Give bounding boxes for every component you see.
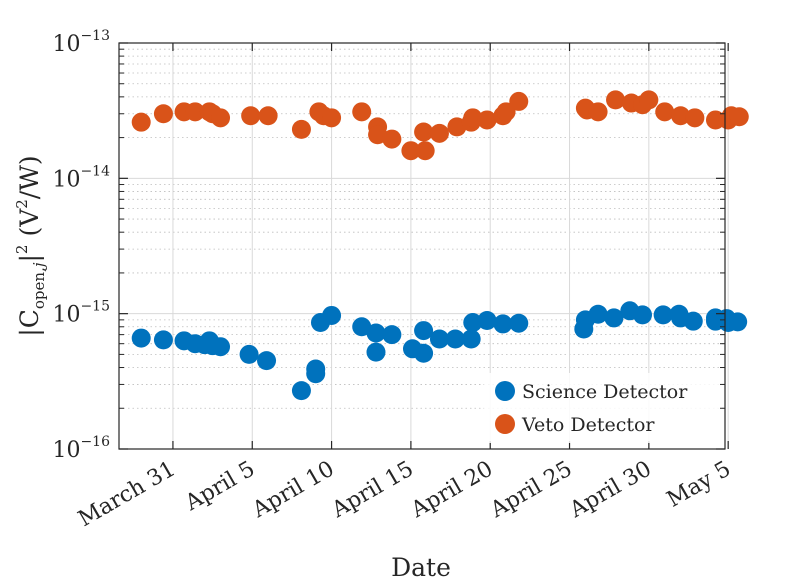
- science-detector-point: [463, 313, 483, 333]
- veto-detector-point: [153, 104, 173, 124]
- legend-item-science: Science Detector: [495, 381, 688, 403]
- x-tick-label: May 5: [663, 457, 735, 513]
- data-points-layer: [131, 90, 749, 401]
- science-detector-point: [493, 314, 513, 334]
- legend-marker-science: [495, 381, 515, 401]
- veto-detector-point: [606, 90, 626, 110]
- veto-detector-point: [671, 106, 691, 126]
- science-detector-point: [477, 311, 497, 331]
- science-detector-point: [382, 325, 402, 345]
- legend-marker-veto: [495, 414, 515, 434]
- y-label-sup: 2: [13, 245, 31, 255]
- science-detector-point: [604, 308, 624, 328]
- science-detector-point: [366, 323, 386, 343]
- veto-detector-point: [463, 108, 483, 128]
- y-tick-label: 10−13: [52, 28, 110, 57]
- y-label-open: |C: [15, 309, 45, 337]
- x-tick-label: March 31: [74, 457, 180, 532]
- science-detector-point: [306, 364, 326, 384]
- legend: Science Detector Veto Detector: [484, 373, 719, 443]
- veto-detector-point: [729, 107, 749, 127]
- veto-detector-point: [241, 106, 261, 126]
- science-detector-point: [728, 312, 748, 332]
- x-tick-label: April 15: [327, 457, 418, 524]
- x-tick-label: April 25: [486, 457, 577, 524]
- veto-detector-point: [382, 129, 402, 149]
- science-detector-point: [153, 330, 173, 350]
- science-detector-point: [414, 343, 434, 363]
- science-detector-point: [211, 337, 231, 357]
- x-axis-label: Date: [391, 553, 451, 582]
- veto-detector-point: [211, 108, 231, 128]
- science-detector-point: [683, 311, 703, 331]
- y-label-close: |: [15, 254, 45, 262]
- science-detector-point: [131, 328, 151, 348]
- y-label-sub-j: j: [30, 262, 48, 270]
- legend-box: [484, 373, 719, 443]
- veto-detector-point: [685, 108, 705, 128]
- science-detector-point: [461, 329, 481, 349]
- legend-item-veto: Veto Detector: [495, 414, 655, 436]
- veto-detector-point: [496, 102, 516, 122]
- science-detector-point: [257, 351, 277, 371]
- science-detector-point: [366, 342, 386, 362]
- y-label-units-sup: 2: [13, 199, 31, 209]
- science-detector-point: [239, 344, 259, 364]
- science-detector-point: [429, 329, 449, 349]
- veto-detector-point: [368, 125, 388, 145]
- veto-detector-point: [352, 102, 372, 122]
- y-label-units: (V: [15, 208, 44, 237]
- y-tick-label: 10−15: [52, 299, 110, 328]
- x-tick-label: April 5: [180, 457, 259, 517]
- science-detector-point: [509, 313, 529, 333]
- science-detector-point: [291, 381, 311, 401]
- veto-detector-point: [655, 102, 675, 122]
- x-tick-label: April 10: [248, 457, 339, 524]
- veto-detector-point: [588, 102, 608, 122]
- veto-detector-point: [429, 123, 449, 143]
- legend-label-veto: Veto Detector: [521, 414, 655, 436]
- veto-detector-point: [185, 102, 205, 122]
- svg-text:|Copen,j|2(V2/W): |Copen,j|2(V2/W): [13, 155, 48, 336]
- plot-area-frame: [118, 42, 726, 450]
- veto-detector-point: [131, 112, 151, 132]
- veto-detector-point: [258, 106, 278, 126]
- veto-detector-point: [639, 90, 659, 110]
- x-tick-label: April 20: [406, 457, 497, 524]
- legend-label-science: Science Detector: [522, 381, 688, 403]
- y-axis-label: |Copen,j|2(V2/W): [13, 155, 48, 336]
- science-detector-point: [633, 305, 653, 325]
- veto-detector-point: [401, 141, 421, 161]
- veto-detector-point: [415, 141, 435, 161]
- veto-detector-point: [477, 110, 497, 130]
- science-detector-point: [352, 317, 372, 337]
- y-tick-label: 10−14: [52, 163, 110, 192]
- science-detector-point: [322, 305, 342, 325]
- veto-detector-point: [291, 119, 311, 139]
- veto-detector-point: [414, 122, 434, 142]
- x-tick-label: April 30: [565, 457, 656, 524]
- y-label-units-end: /W): [15, 155, 44, 199]
- veto-detector-point: [322, 108, 342, 128]
- science-detector-point: [414, 321, 434, 341]
- science-detector-point: [653, 305, 673, 325]
- science-detector-point: [588, 304, 608, 324]
- veto-detector-point: [447, 117, 467, 137]
- y-label-sub: open,: [30, 267, 48, 309]
- y-tick-label: 10−16: [52, 434, 110, 463]
- veto-detector-point: [509, 91, 529, 111]
- science-detector-point: [445, 329, 465, 349]
- y-tick-labels: 10−13 10−14 10−15 10−16: [52, 28, 110, 463]
